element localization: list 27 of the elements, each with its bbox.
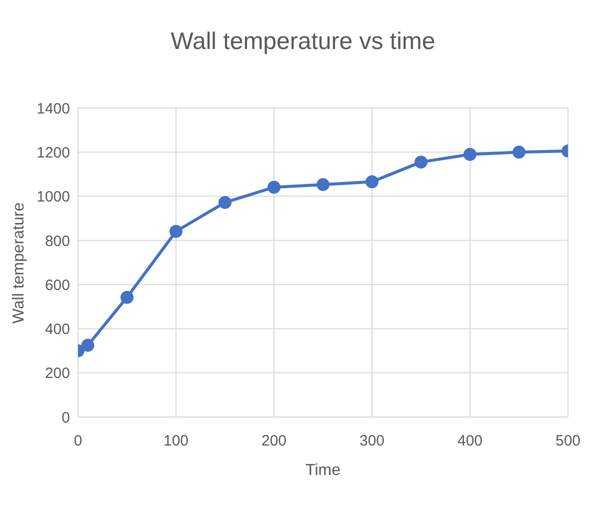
chart-title: Wall temperature vs time [170,27,436,57]
y-tick-label: 400 [44,321,70,338]
point [81,338,94,352]
point [464,148,476,161]
x-tick-label: 500 [555,432,581,450]
y-tick-label: 1200 [36,144,70,162]
x-tick-label: 200 [261,432,287,450]
point [120,290,134,304]
point [218,196,232,209]
x-tick-label: 100 [163,432,189,450]
point [316,178,330,192]
x-tick-label: 400 [457,432,483,450]
point [512,146,526,159]
point [414,156,428,169]
y-axis-title: Wall temperature [11,202,29,324]
x-axis-title: Time [306,462,341,479]
y-tick-label: 0 [62,409,70,426]
point [268,180,280,194]
x-tick-label: 0 [74,432,82,450]
x-tick-label: 300 [359,432,385,450]
y-tick-label: 200 [44,365,70,382]
y-tick-label: 600 [44,276,70,294]
y-tick-label: 800 [44,232,70,250]
y-tick-label: 1000 [36,188,70,206]
point [170,224,182,238]
point [366,175,378,188]
y-tick-label: 1400 [36,100,70,118]
